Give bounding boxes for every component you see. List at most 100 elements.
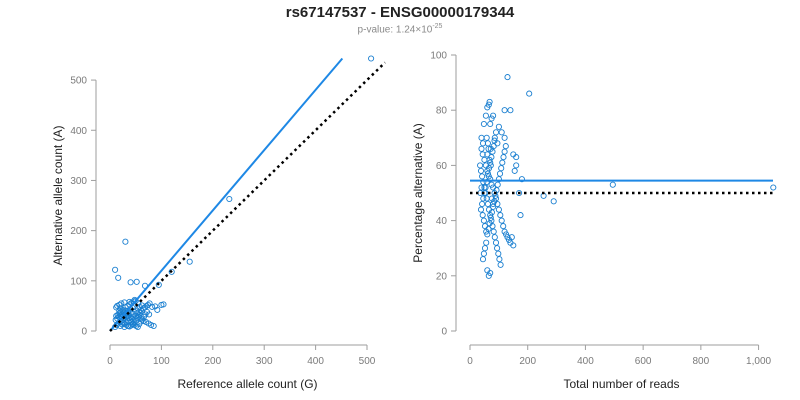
data-point [492, 129, 500, 136]
data-point [484, 170, 491, 177]
data-point [609, 181, 616, 188]
data-point [487, 162, 494, 169]
data-point [513, 154, 520, 161]
data-point [113, 304, 120, 311]
data-point [495, 206, 502, 213]
data-point [144, 301, 152, 308]
data-point [518, 176, 525, 183]
y-tick-label: 60 [436, 161, 448, 172]
data-point [490, 200, 497, 208]
data-point [508, 234, 515, 241]
data-point [507, 107, 514, 114]
data-point [492, 239, 500, 246]
data-point [550, 198, 557, 205]
data-point [501, 107, 508, 114]
data-point [498, 129, 505, 136]
data-point [479, 140, 487, 147]
chart-title: rs67147537 - ENSG00000179344 [285, 4, 515, 21]
data-point [504, 74, 511, 81]
fit-line [109, 57, 344, 332]
x-tick-label: 100 [153, 356, 170, 367]
data-point [479, 173, 486, 180]
data-point [497, 261, 504, 268]
y-tick-label: 100 [70, 276, 87, 287]
data-point [125, 317, 132, 325]
data-point [513, 162, 520, 169]
x-tick-label: 0 [467, 356, 473, 367]
data-point [477, 167, 485, 174]
data-point [490, 228, 497, 235]
data-point [479, 256, 487, 263]
data-point [132, 297, 139, 304]
data-point [226, 195, 233, 203]
data-point [490, 143, 497, 150]
data-point [526, 90, 533, 97]
data-point [495, 250, 502, 257]
data-point [485, 145, 492, 152]
data-point [479, 151, 486, 158]
data-point [481, 223, 489, 230]
data-point [478, 184, 485, 191]
data-point [494, 181, 501, 188]
p-value-exponent: -25 [432, 23, 443, 30]
data-point [497, 212, 504, 219]
data-point [155, 281, 162, 288]
data-point [511, 167, 518, 174]
data-point [500, 223, 507, 230]
data-point [480, 217, 487, 224]
data-point [490, 112, 497, 119]
data-point [134, 323, 141, 331]
x-tick-label: 200 [204, 356, 221, 367]
data-point [491, 134, 498, 141]
y-tick-label: 400 [70, 126, 87, 137]
data-point [477, 162, 484, 169]
data-point [495, 123, 502, 130]
y-axis-title: Percentage alternative (A) [411, 123, 425, 262]
x-tick-label: 300 [256, 356, 273, 367]
p-value-text: p-value: 1.24×10 [357, 24, 433, 36]
data-point [368, 55, 375, 62]
data-point [121, 299, 128, 306]
y-tick-label: 40 [436, 216, 448, 227]
data-point [478, 134, 485, 141]
data-point [495, 176, 502, 183]
data-point [490, 203, 497, 210]
x-tick-label: 600 [635, 356, 652, 367]
data-point [138, 302, 145, 309]
data-point [483, 178, 490, 186]
data-point [160, 301, 167, 308]
data-point [121, 323, 128, 331]
data-point [501, 134, 508, 141]
data-point [482, 112, 489, 119]
data-point [486, 98, 493, 105]
data-point [168, 268, 175, 275]
data-point [133, 278, 140, 285]
data-point [487, 214, 494, 221]
data-point [484, 151, 491, 158]
data-point [498, 217, 505, 224]
x-tick-label: 400 [577, 356, 594, 367]
data-point [483, 228, 490, 235]
data-point [148, 321, 155, 329]
data-point [484, 231, 491, 238]
data-point [479, 212, 486, 219]
data-point [484, 140, 491, 147]
data-point [500, 154, 507, 161]
data-point [483, 239, 490, 246]
data-point [116, 307, 123, 314]
data-point [491, 234, 498, 241]
y-axis-title: Alternative allele count (A) [51, 125, 65, 265]
x-tick-label: 1,000 [746, 356, 771, 367]
x-axis-title: Total number of reads [563, 377, 679, 391]
data-point [488, 209, 495, 216]
y-tick-label: 300 [70, 176, 87, 187]
data-point [481, 156, 488, 163]
data-point [480, 120, 487, 128]
y-tick-label: 100 [430, 51, 447, 62]
data-point [516, 189, 523, 197]
data-point [496, 256, 503, 263]
y-tick-label: 80 [436, 106, 448, 117]
data-point [115, 274, 122, 281]
data-point [122, 238, 129, 245]
